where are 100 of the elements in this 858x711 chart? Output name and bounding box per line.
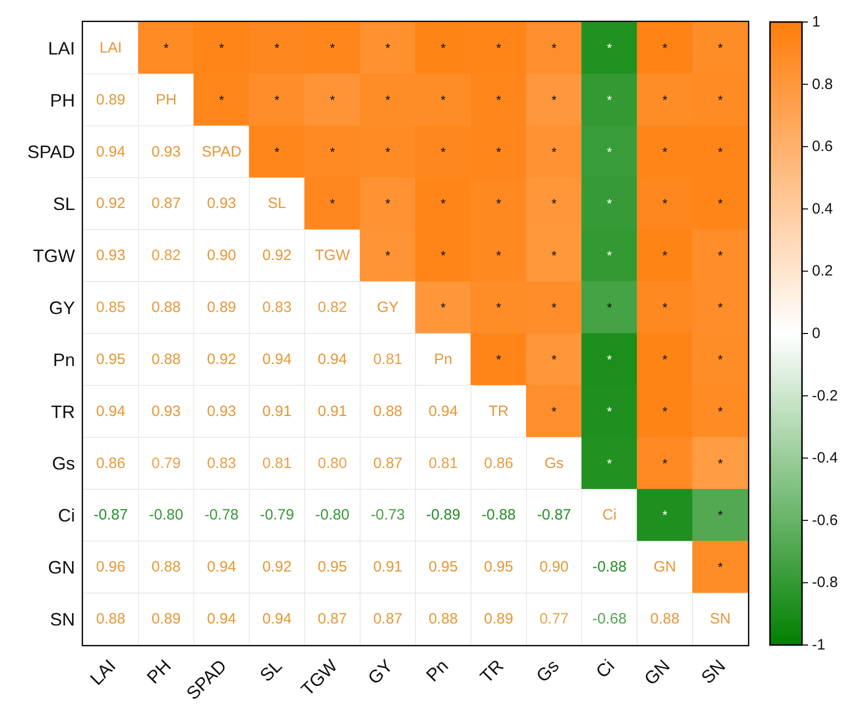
- data-label: *: [496, 40, 502, 56]
- y-tick-label: Pn: [52, 350, 75, 370]
- text: SL: [268, 195, 286, 212]
- color-bar-label: 0.6: [812, 138, 833, 156]
- text: 0.94: [318, 350, 347, 368]
- text: 0.93: [152, 143, 181, 160]
- x-tick-label: LAI: [86, 656, 120, 689]
- text: -0.87: [536, 506, 572, 524]
- text: 0.95: [96, 350, 126, 368]
- y-tick-label: LAI: [48, 38, 75, 58]
- y-tick-label: GY: [48, 298, 75, 318]
- text: 0.94: [262, 610, 292, 628]
- text: -0.73: [370, 506, 405, 524]
- text: 0.94: [96, 143, 126, 160]
- data-label: *: [552, 404, 557, 419]
- x-tick-label: PH: [143, 656, 175, 688]
- text: -0.78: [204, 506, 239, 524]
- data-label: *: [606, 40, 612, 56]
- data-label: *: [440, 300, 446, 316]
- data-label: *: [662, 508, 668, 523]
- data-label: *: [385, 144, 390, 160]
- text: 0.94: [206, 610, 236, 628]
- text: 0.88: [96, 610, 126, 628]
- data-label: *: [552, 248, 557, 264]
- y-tick-label: PH: [50, 90, 75, 110]
- text: -0.79: [260, 506, 294, 524]
- data-label: *: [274, 40, 280, 56]
- data-label: *: [718, 92, 723, 108]
- data-label: *: [606, 196, 612, 212]
- data-label: *: [718, 456, 723, 471]
- text: 0.94: [428, 402, 458, 420]
- data-label: *: [440, 248, 446, 264]
- data-label: *: [440, 196, 446, 212]
- text: 0.91: [318, 402, 347, 420]
- text: 0.89: [206, 299, 236, 316]
- y-tick-label: SN: [50, 609, 75, 630]
- text: GY: [376, 299, 399, 316]
- x-tick-label: Pn: [422, 656, 452, 686]
- data-label: *: [718, 144, 723, 160]
- text: -0.87: [94, 506, 128, 524]
- data-label: *: [606, 248, 612, 264]
- data-label: *: [718, 404, 723, 419]
- text: 0.81: [262, 454, 292, 472]
- data-label: *: [662, 456, 668, 471]
- data-label: *: [606, 300, 612, 316]
- text: 0.80: [318, 454, 347, 472]
- color-bar-label: 1: [812, 14, 820, 30]
- text: 0.95: [484, 558, 514, 576]
- data-label: *: [496, 196, 502, 212]
- text: 0.91: [262, 402, 292, 420]
- y-tick-label: SL: [52, 194, 75, 214]
- text: 0.93: [206, 402, 236, 420]
- data-label: *: [330, 40, 335, 56]
- data-label: *: [606, 92, 612, 108]
- color-bar-label: 0.8: [812, 76, 833, 93]
- text: 0.89: [152, 610, 181, 628]
- data-label: *: [496, 92, 502, 108]
- data-label: *: [385, 248, 390, 264]
- text: 0.94: [96, 402, 126, 420]
- x-tick-label: TR: [476, 656, 508, 687]
- text: 0.95: [428, 558, 458, 576]
- data-label: *: [718, 560, 723, 575]
- text: GN: [654, 558, 676, 576]
- text: -0.88: [592, 558, 627, 576]
- text: 0.87: [318, 610, 347, 628]
- color-bar-label: -0.6: [812, 512, 838, 529]
- data-label: *: [606, 352, 612, 367]
- y-tick-label: GN: [48, 558, 75, 578]
- text: 0.81: [428, 454, 458, 472]
- data-label: *: [496, 144, 502, 160]
- text: 0.88: [152, 350, 181, 368]
- data-label: *: [552, 352, 557, 367]
- data-label: *: [718, 40, 723, 56]
- color-bar-label: -0.4: [812, 450, 838, 467]
- color-bar-label: 0.4: [812, 200, 833, 218]
- data-label: *: [164, 40, 169, 56]
- text: 0.95: [318, 558, 347, 576]
- data-label: *: [440, 144, 446, 160]
- data-label: *: [385, 40, 390, 56]
- text: 0.86: [484, 454, 514, 472]
- data-label: *: [330, 196, 335, 212]
- data-label: *: [440, 92, 446, 108]
- color-bar-label: 0: [812, 325, 820, 342]
- data-label: *: [718, 352, 723, 367]
- text: 0.82: [152, 247, 181, 264]
- data-label: *: [718, 508, 723, 523]
- text: 0.89: [96, 91, 126, 108]
- text: -0.89: [426, 506, 460, 524]
- data-label: *: [496, 352, 502, 367]
- color-bar-label: -0.2: [812, 387, 838, 404]
- text: PH: [156, 91, 177, 108]
- text: 0.88: [650, 610, 680, 628]
- data-label: *: [718, 248, 723, 264]
- text: 0.86: [96, 454, 126, 472]
- text: 0.93: [206, 195, 236, 212]
- text: 0.88: [152, 558, 181, 576]
- data-label: *: [274, 92, 280, 108]
- text: 0.92: [96, 195, 126, 212]
- x-tick-label: GN: [640, 656, 674, 689]
- data-label: *: [662, 352, 668, 367]
